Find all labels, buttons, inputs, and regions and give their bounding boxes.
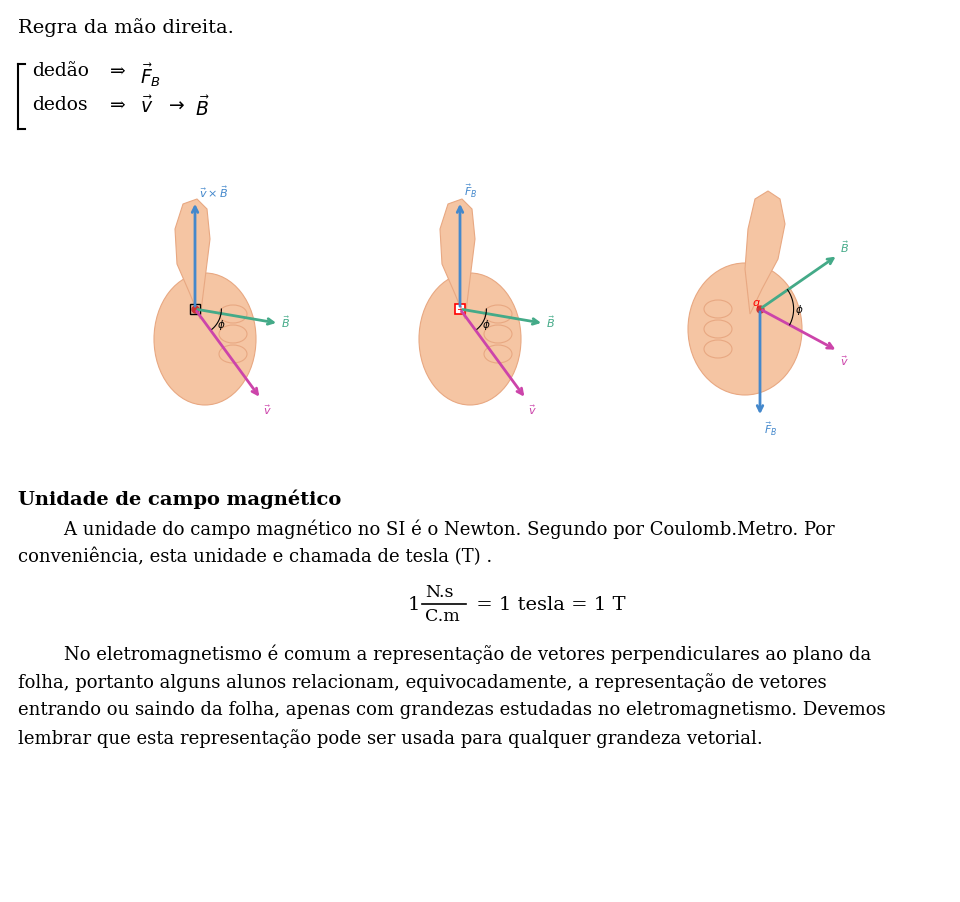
Ellipse shape <box>219 306 247 324</box>
Text: lembrar que esta representação pode ser usada para qualquer grandeza vetorial.: lembrar que esta representação pode ser … <box>18 728 763 747</box>
Text: ⇒: ⇒ <box>110 96 126 114</box>
Text: $\phi$: $\phi$ <box>217 318 226 331</box>
Text: $\vec{F}_B$: $\vec{F}_B$ <box>464 182 477 199</box>
Ellipse shape <box>219 326 247 344</box>
Text: 1: 1 <box>408 595 420 613</box>
Text: $\vec{F}_B$: $\vec{F}_B$ <box>764 420 778 437</box>
Text: $\vec{F}_B$: $\vec{F}_B$ <box>140 62 161 89</box>
Polygon shape <box>440 199 475 319</box>
Text: folha, portanto alguns alunos relacionam, equivocadamente, a representação de ve: folha, portanto alguns alunos relacionam… <box>18 672 827 691</box>
Ellipse shape <box>484 326 512 344</box>
Text: ⇒: ⇒ <box>110 62 126 80</box>
Text: $\vec{B}$: $\vec{B}$ <box>546 314 555 329</box>
Text: $\vec{B}$: $\vec{B}$ <box>281 314 290 329</box>
Text: $\vec{v}$: $\vec{v}$ <box>840 354 849 368</box>
Text: Unidade de campo magnético: Unidade de campo magnético <box>18 490 341 509</box>
Text: C.m: C.m <box>425 608 460 625</box>
Text: $\rightarrow$: $\rightarrow$ <box>165 96 185 114</box>
Text: A unidade do campo magnético no SI é o Newton. Segundo por Coulomb.Metro. Por: A unidade do campo magnético no SI é o N… <box>18 520 834 538</box>
Text: N.s: N.s <box>425 584 453 601</box>
Text: $\vec{B}$: $\vec{B}$ <box>195 96 209 120</box>
Text: Regra da mão direita.: Regra da mão direita. <box>18 18 234 37</box>
Ellipse shape <box>704 320 732 338</box>
Text: dedos: dedos <box>32 96 87 114</box>
Text: $\vec{v}$: $\vec{v}$ <box>528 403 537 417</box>
Text: = 1 tesla = 1 T: = 1 tesla = 1 T <box>470 595 626 613</box>
Ellipse shape <box>704 341 732 359</box>
Text: $\vec{v}$: $\vec{v}$ <box>263 403 272 417</box>
Text: No eletromagnetismo é comum a representação de vetores perpendiculares ao plano : No eletromagnetismo é comum a representa… <box>18 644 872 664</box>
Text: $q$: $q$ <box>752 298 760 309</box>
Ellipse shape <box>688 263 802 396</box>
Ellipse shape <box>484 345 512 364</box>
Ellipse shape <box>419 273 521 406</box>
Bar <box>190 305 200 315</box>
Text: $\vec{B}$: $\vec{B}$ <box>840 239 850 254</box>
Text: conveniência, esta unidade e chamada de tesla (T) .: conveniência, esta unidade e chamada de … <box>18 548 492 566</box>
Ellipse shape <box>484 306 512 324</box>
Bar <box>455 305 465 315</box>
Text: $\vec{v}\times\vec{B}$: $\vec{v}\times\vec{B}$ <box>199 184 228 199</box>
Text: +: + <box>456 305 464 315</box>
Text: entrando ou saindo da folha, apenas com grandezas estudadas no eletromagnetismo.: entrando ou saindo da folha, apenas com … <box>18 700 886 718</box>
Ellipse shape <box>154 273 256 406</box>
Text: $\vec{v}$: $\vec{v}$ <box>140 96 154 117</box>
Text: dedão: dedão <box>32 62 89 80</box>
Text: $\phi$: $\phi$ <box>795 303 804 317</box>
Ellipse shape <box>219 345 247 364</box>
Ellipse shape <box>704 300 732 318</box>
Text: $\phi$: $\phi$ <box>483 318 491 331</box>
Polygon shape <box>175 199 210 319</box>
Polygon shape <box>745 192 785 315</box>
